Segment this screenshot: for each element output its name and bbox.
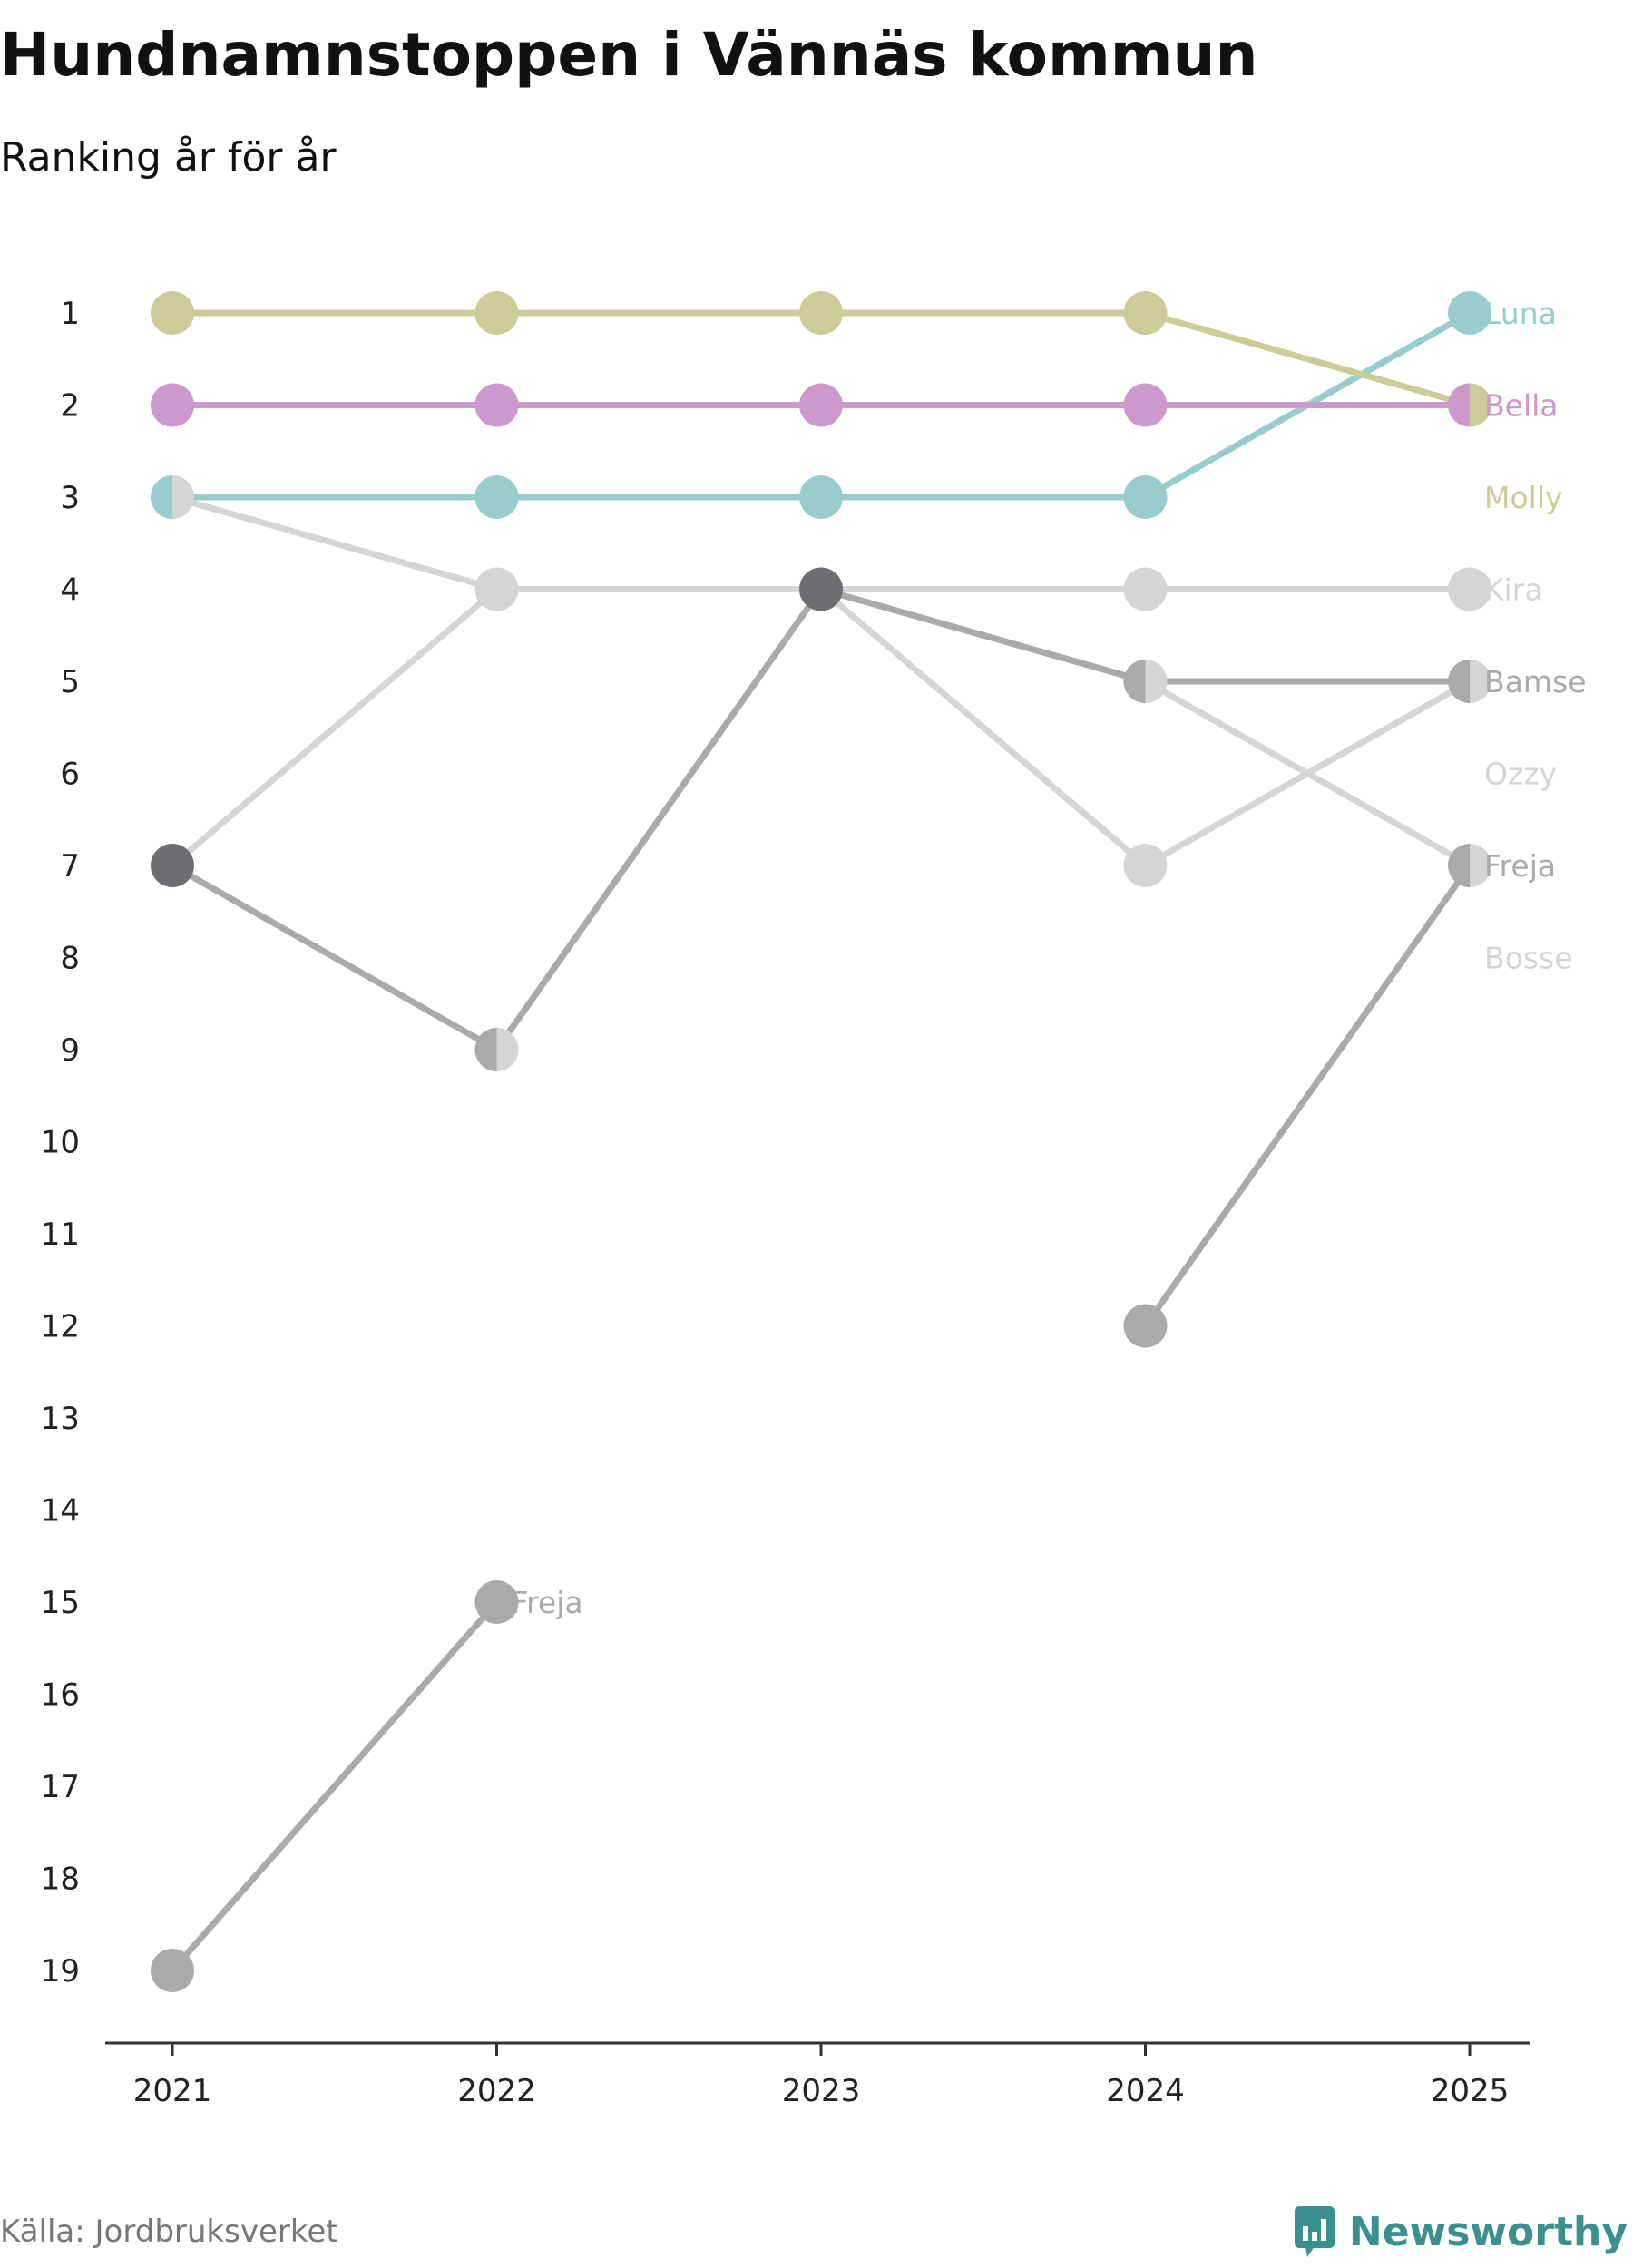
data-point bbox=[1123, 383, 1168, 427]
end-label: Freja bbox=[1484, 848, 1556, 884]
data-point-right-half bbox=[1470, 383, 1491, 427]
series-labels: Luna Bella Molly Kira Bamse Ozzy Freja Bosse Fre… bbox=[512, 296, 1587, 1620]
chart-subtitle: Ranking år för år bbox=[0, 134, 337, 181]
brand-logo[interactable]: Newsworthy bbox=[1293, 2204, 1628, 2259]
x-tick-label: 2023 bbox=[782, 2073, 861, 2109]
data-point bbox=[1448, 567, 1491, 611]
data-point-right-half bbox=[496, 1028, 519, 1071]
series-points bbox=[151, 291, 1491, 1992]
data-point-right-half bbox=[172, 475, 194, 519]
x-tick-label: 2025 bbox=[1431, 2073, 1510, 2109]
series-line-bamse bbox=[169, 586, 1473, 1053]
x-axis-ticks: 2021 2022 2023 2024 2025 bbox=[133, 2043, 1510, 2109]
y-tick-label: 6 bbox=[60, 757, 80, 793]
end-label: Bosse bbox=[1484, 941, 1573, 976]
chart-title: Hundnamnstoppen i Vännäs kommun bbox=[0, 20, 1258, 90]
x-tick-label: 2021 bbox=[133, 2073, 212, 2109]
data-point-right-half bbox=[1470, 660, 1491, 703]
series-line-kira bbox=[169, 586, 1473, 869]
source-note: Källa: Jordbruksverket bbox=[0, 2214, 338, 2250]
data-point-left-half bbox=[1448, 660, 1470, 703]
data-point bbox=[1123, 291, 1168, 335]
data-point-left-half bbox=[1123, 660, 1146, 703]
x-tick-label: 2024 bbox=[1106, 2073, 1185, 2109]
y-tick-label: 17 bbox=[41, 1769, 80, 1805]
data-point bbox=[474, 291, 519, 335]
series-line-freja bbox=[817, 586, 1473, 869]
y-tick-label: 19 bbox=[41, 1953, 80, 1989]
data-point-left-half bbox=[1448, 383, 1470, 427]
data-point bbox=[799, 475, 843, 519]
data-point bbox=[474, 475, 519, 519]
data-point bbox=[1123, 475, 1168, 519]
data-point bbox=[151, 1949, 194, 1992]
y-tick-label: 18 bbox=[41, 1862, 80, 1898]
data-point bbox=[799, 383, 843, 427]
end-label: Bamse bbox=[1484, 664, 1587, 699]
y-tick-label: 5 bbox=[60, 664, 80, 700]
data-point-left-half bbox=[1448, 844, 1470, 887]
data-point-left-half bbox=[474, 1028, 497, 1071]
y-tick-label: 3 bbox=[60, 480, 80, 516]
y-tick-label: 13 bbox=[41, 1401, 80, 1437]
data-point bbox=[151, 844, 194, 887]
y-tick-label: 9 bbox=[60, 1032, 80, 1069]
data-point bbox=[799, 291, 843, 335]
series-line-freja-2021-2022 bbox=[169, 1598, 500, 1974]
data-point-left-half bbox=[151, 475, 172, 519]
end-label: Ozzy bbox=[1484, 757, 1557, 792]
y-tick-label: 8 bbox=[60, 941, 80, 977]
end-label: Bella bbox=[1484, 388, 1559, 424]
y-tick-label: 16 bbox=[41, 1677, 80, 1714]
data-point-right-half bbox=[1145, 660, 1168, 703]
y-tick-label: 4 bbox=[60, 572, 80, 609]
y-tick-label: 15 bbox=[41, 1585, 80, 1621]
data-point bbox=[1123, 844, 1168, 887]
series-lines bbox=[169, 309, 1473, 1974]
data-point bbox=[1448, 291, 1491, 335]
newsworthy-logo-icon bbox=[1294, 2206, 1335, 2257]
y-tick-label: 12 bbox=[41, 1309, 80, 1345]
x-tick-label: 2022 bbox=[457, 2073, 536, 2109]
y-tick-label: 7 bbox=[60, 848, 80, 885]
y-tick-label: 11 bbox=[41, 1217, 80, 1253]
y-tick-label: 10 bbox=[41, 1125, 80, 1161]
end-label: Kira bbox=[1484, 572, 1543, 608]
data-point bbox=[474, 1580, 519, 1624]
brand-name: Newsworthy bbox=[1348, 2208, 1628, 2255]
data-point bbox=[151, 383, 194, 427]
y-tick-label: 2 bbox=[60, 388, 80, 425]
data-point bbox=[799, 567, 843, 611]
data-point bbox=[151, 291, 194, 335]
series-line-bosse bbox=[1142, 862, 1473, 1329]
data-point-right-half bbox=[1470, 844, 1491, 887]
inline-label: Freja bbox=[512, 1585, 583, 1620]
data-point bbox=[1123, 1304, 1168, 1348]
data-point bbox=[474, 383, 519, 427]
data-point bbox=[1123, 567, 1168, 611]
data-point bbox=[474, 567, 519, 611]
y-tick-label: 1 bbox=[60, 296, 80, 332]
end-label: Molly bbox=[1484, 480, 1563, 515]
end-label: Luna bbox=[1484, 296, 1557, 331]
y-tick-label: 14 bbox=[41, 1493, 80, 1530]
